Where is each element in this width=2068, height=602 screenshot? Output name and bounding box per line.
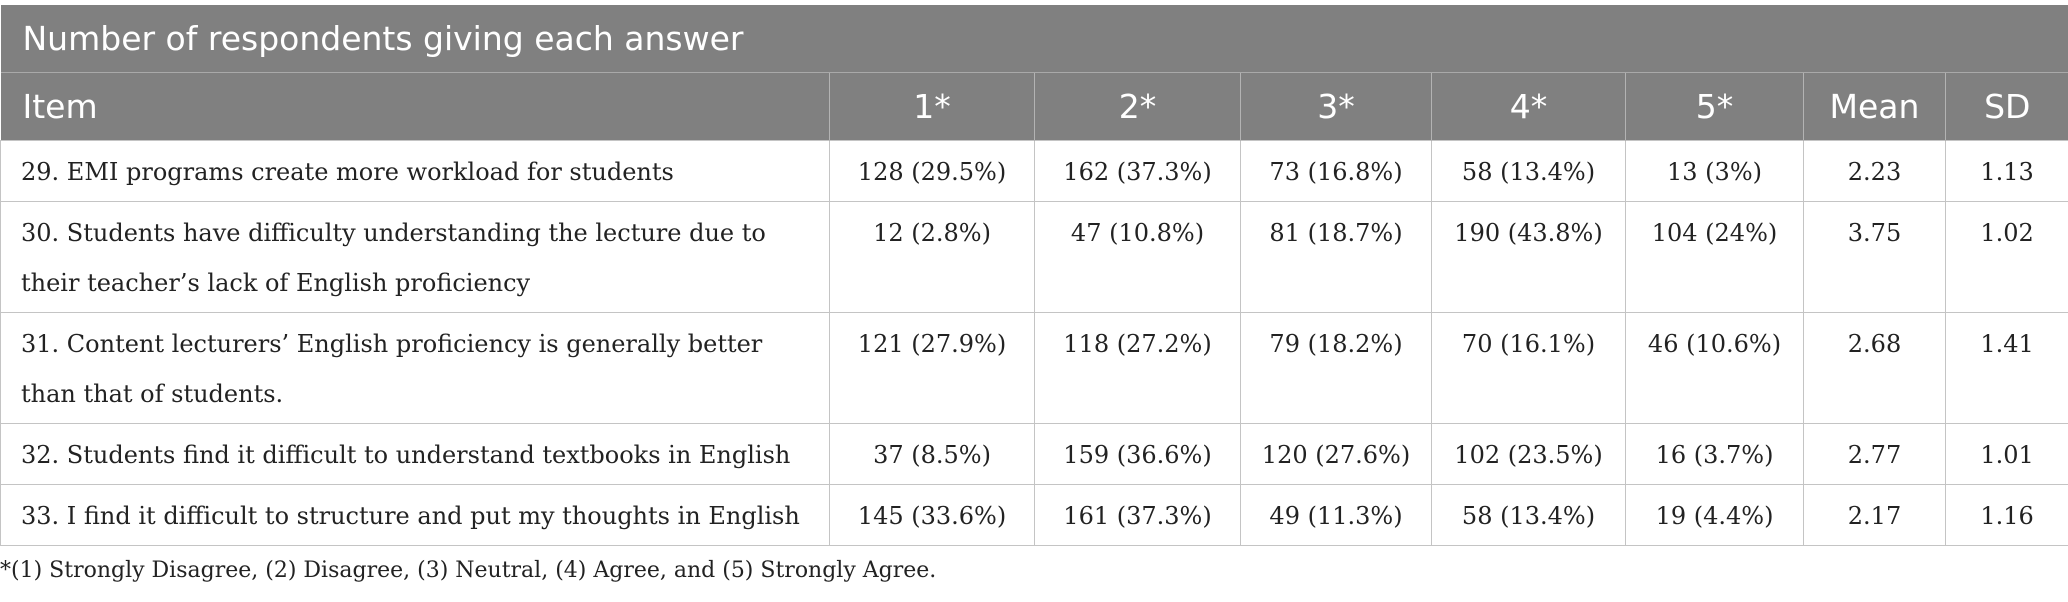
- cell-4: 102 (23.5%): [1431, 422, 1626, 485]
- item-cell: 29. EMI programs create more workload fo…: [0, 139, 830, 202]
- cell-5: 104 (24%): [1625, 200, 1804, 313]
- cell-sd: 1.41: [1944, 311, 2068, 424]
- cell-1: 128 (29.5%): [829, 139, 1035, 202]
- cell-2: 162 (37.3%): [1034, 139, 1241, 202]
- cell-5: 46 (10.6%): [1625, 311, 1804, 424]
- table-row: 29. EMI programs create more workload fo…: [0, 139, 2068, 202]
- table-row: 30. Students have difficulty understandi…: [0, 200, 2068, 313]
- cell-2: 47 (10.8%): [1034, 200, 1241, 313]
- cell-5: 16 (3.7%): [1625, 422, 1804, 485]
- cell-sd: 1.02: [1944, 200, 2068, 313]
- item-cell: 33. I find it difficult to structure and…: [0, 483, 830, 546]
- column-header-1: 1*: [829, 72, 1035, 140]
- column-header-4: 4*: [1431, 72, 1626, 140]
- column-header-sd: SD: [1944, 72, 2068, 140]
- cell-sd: 1.16: [1944, 483, 2068, 546]
- cell-1: 145 (33.6%): [829, 483, 1035, 546]
- cell-mean: 2.17: [1803, 483, 1946, 546]
- table-row: 33. I find it difficult to structure and…: [0, 483, 2068, 546]
- cell-4: 58 (13.4%): [1431, 139, 1626, 202]
- cell-sd: 1.13: [1944, 139, 2068, 202]
- table-caption: Number of respondents giving each answer: [0, 5, 2068, 73]
- cell-2: 161 (37.3%): [1034, 483, 1241, 546]
- cell-5: 13 (3%): [1625, 139, 1804, 202]
- cell-2: 159 (36.6%): [1034, 422, 1241, 485]
- cell-5: 19 (4.4%): [1625, 483, 1804, 546]
- item-cell: 30. Students have difficulty understandi…: [0, 200, 830, 313]
- column-header-item: Item: [0, 72, 830, 140]
- cell-mean: 3.75: [1803, 200, 1946, 313]
- caption-row: Number of respondents giving each answer: [0, 5, 2068, 73]
- cell-1: 37 (8.5%): [829, 422, 1035, 485]
- cell-3: 73 (16.8%): [1240, 139, 1432, 202]
- cell-mean: 2.77: [1803, 422, 1946, 485]
- cell-3: 120 (27.6%): [1240, 422, 1432, 485]
- cell-1: 121 (27.9%): [829, 311, 1035, 424]
- cell-sd: 1.01: [1944, 422, 2068, 485]
- column-header-mean: Mean: [1803, 72, 1946, 140]
- cell-3: 49 (11.3%): [1240, 483, 1432, 546]
- cell-mean: 2.23: [1803, 139, 1946, 202]
- header-row: Item 1* 2* 3* 4* 5* Mean SD: [0, 72, 2068, 140]
- cell-1: 12 (2.8%): [829, 200, 1035, 313]
- table-figure: Number of respondents giving each answer…: [0, 5, 2068, 583]
- table-footnote: *(1) Strongly Disagree, (2) Disagree, (3…: [0, 557, 937, 583]
- table-row: 31. Content lecturers’ English proficien…: [0, 311, 2068, 424]
- item-cell: 32. Students find it difficult to unders…: [0, 422, 830, 485]
- cell-4: 58 (13.4%): [1431, 483, 1626, 546]
- cell-3: 79 (18.2%): [1240, 311, 1432, 424]
- item-cell: 31. Content lecturers’ English proficien…: [0, 311, 830, 424]
- cell-4: 70 (16.1%): [1431, 311, 1626, 424]
- column-header-3: 3*: [1240, 72, 1432, 140]
- cell-mean: 2.68: [1803, 311, 1946, 424]
- column-header-2: 2*: [1034, 72, 1241, 140]
- cell-3: 81 (18.7%): [1240, 200, 1432, 313]
- column-header-5: 5*: [1625, 72, 1804, 140]
- cell-2: 118 (27.2%): [1034, 311, 1241, 424]
- responses-table: Number of respondents giving each answer…: [0, 5, 2068, 546]
- cell-4: 190 (43.8%): [1431, 200, 1626, 313]
- table-row: 32. Students find it difficult to unders…: [0, 422, 2068, 485]
